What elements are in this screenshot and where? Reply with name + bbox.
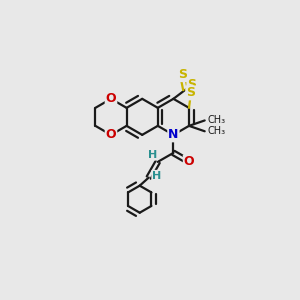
Text: S: S (178, 68, 187, 81)
Text: H: H (148, 150, 157, 160)
Text: O: O (106, 92, 116, 105)
Text: CH₃: CH₃ (208, 126, 226, 136)
Text: S: S (186, 86, 195, 99)
Text: O: O (184, 155, 194, 168)
Text: S: S (188, 78, 196, 91)
Text: N: N (168, 128, 178, 141)
Text: H: H (152, 171, 161, 181)
Text: O: O (106, 128, 116, 141)
Text: CH₃: CH₃ (208, 116, 226, 125)
